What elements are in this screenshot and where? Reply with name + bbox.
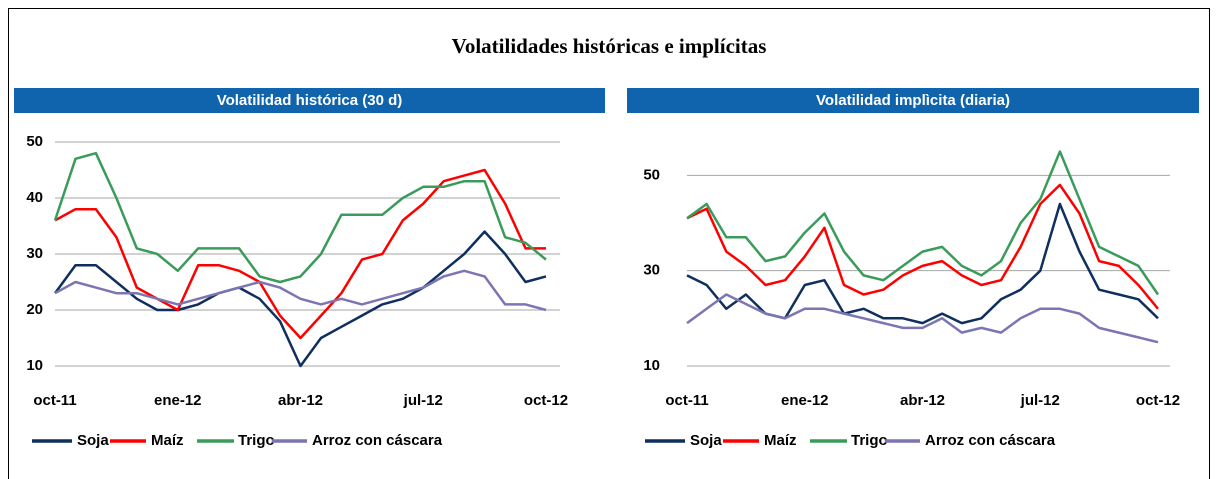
y-tick-label: 10 — [26, 357, 43, 374]
x-tick-label: oct-11 — [33, 392, 76, 409]
frame — [8, 8, 1210, 479]
x-tick-label: jul-12 — [1020, 392, 1060, 409]
series-line — [54, 168, 546, 340]
series-line — [686, 293, 1159, 344]
series-line — [53, 151, 547, 284]
y-tick-label: 50 — [26, 133, 43, 150]
legend-label: Arroz con cáscara — [312, 432, 443, 449]
series-line — [686, 150, 1160, 296]
panel-title: Volatilidad implìcita (diaria) — [816, 92, 1010, 109]
page-title: Volatilidades históricas e implícitas — [452, 34, 767, 58]
legend-label: Maíz — [764, 432, 797, 449]
x-tick-label: oct-12 — [1136, 392, 1180, 409]
y-tick-label: 30 — [26, 245, 43, 262]
x-tick-label: ene-12 — [154, 392, 202, 409]
x-tick-label: abr-12 — [900, 392, 945, 409]
x-tick-label: oct-11 — [665, 392, 708, 409]
panel-header — [14, 88, 605, 113]
y-tick-label: 50 — [643, 166, 660, 183]
legend-label: Trigo — [238, 432, 275, 449]
series-line — [686, 183, 1159, 310]
y-tick-label: 20 — [26, 301, 43, 318]
legend-label: Soja — [690, 432, 722, 449]
x-tick-label: ene-12 — [781, 392, 829, 409]
legend-label: Trigo — [851, 432, 888, 449]
series-line — [686, 202, 1159, 325]
x-tick-label: abr-12 — [278, 392, 323, 409]
x-tick-label: jul-12 — [403, 392, 443, 409]
legend-label: Maíz — [151, 432, 184, 449]
x-tick-label: oct-12 — [524, 392, 568, 409]
y-tick-label: 10 — [643, 357, 660, 374]
series-line — [54, 269, 547, 312]
panel-header — [627, 88, 1199, 113]
y-tick-label: 40 — [26, 189, 43, 206]
y-tick-label: 30 — [643, 262, 660, 279]
panel-title: Volatilidad histórica (30 d) — [217, 92, 403, 109]
series-line — [53, 230, 547, 368]
legend-label: Soja — [77, 432, 109, 449]
legend-label: Arroz con cáscara — [925, 432, 1056, 449]
